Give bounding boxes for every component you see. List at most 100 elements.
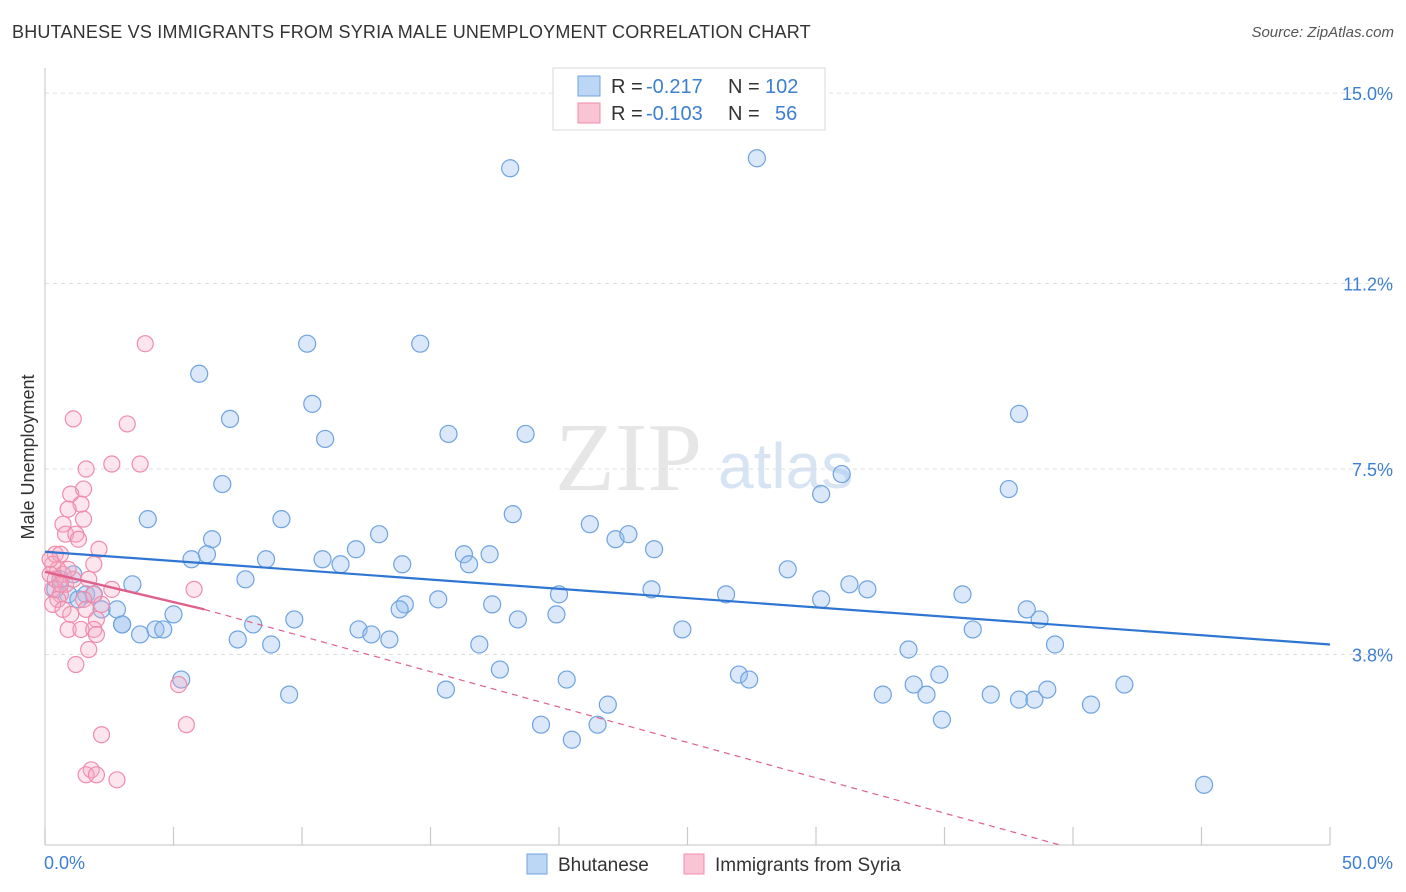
syria-point (54, 515, 72, 533)
bhutanese-point (562, 730, 581, 749)
syria-point (90, 540, 108, 558)
syria-trend-line (44, 570, 205, 611)
bhutanese-point (459, 555, 479, 574)
series-bhutanese (46, 149, 1214, 794)
syria-point (64, 410, 82, 428)
bhutanese-point (138, 510, 157, 529)
bhutanese-point (395, 595, 414, 614)
bhutanese-point (716, 585, 736, 604)
bhutanese-point (313, 550, 332, 569)
bhutanese-point (262, 635, 281, 654)
syria-point (67, 525, 85, 543)
bhutanese-point (298, 334, 317, 353)
watermark-zip: ZIP (555, 404, 702, 512)
bhutanese-point (930, 665, 949, 684)
chart-title: BHUTANESE VS IMMIGRANTS FROM SYRIA MALE … (12, 22, 811, 42)
correlation-legend: R = -0.217 N = 102 R = -0.103 N = 56 (552, 67, 826, 131)
bhutanese-point (508, 610, 527, 629)
series-legend: Bhutanese Immigrants from Syria (526, 853, 901, 876)
bhutanese-point (812, 484, 831, 504)
legend-r-value-2: -0.103 (646, 103, 703, 125)
bhutanese-point (346, 540, 366, 559)
bhutanese-point (1017, 600, 1036, 619)
bhutanese-point (213, 474, 232, 494)
bhutanese-point (953, 585, 972, 604)
bhutanese-point (130, 625, 150, 644)
syria-point (59, 500, 77, 518)
y-tick-label: 3.8% (1352, 646, 1393, 666)
syria-point (170, 675, 188, 694)
syria-point (44, 595, 62, 613)
legend-r-label-2: R = (611, 103, 643, 125)
bhutanese-point (316, 429, 335, 449)
bhutanese-point (272, 510, 291, 529)
bhutanese-point (436, 680, 456, 699)
x-tick-marks (44, 827, 1331, 845)
syria-point (103, 455, 121, 473)
bhutanese-point (439, 424, 458, 444)
legend-n-value-2: 56 (775, 103, 797, 125)
bhutanese-point (1081, 695, 1101, 714)
bhutanese-point (999, 479, 1018, 499)
bhutanese-point (580, 515, 599, 534)
syria-point (108, 771, 126, 789)
bhutanese-point (778, 560, 797, 579)
trend-lines (44, 550, 1331, 846)
syria-point (74, 510, 93, 528)
bhutanese-point (380, 630, 399, 649)
syria-point (185, 580, 203, 598)
bhutanese-point (1045, 635, 1065, 654)
bhutanese-point (642, 580, 661, 599)
bhutanese-point (256, 550, 276, 569)
syria-trend-line-extrapolated (204, 608, 1061, 846)
bhutanese-point (1025, 690, 1044, 709)
syria-point (131, 455, 149, 473)
x-tick-label-min: 0.0% (44, 853, 85, 873)
bhutanese-point (164, 605, 183, 624)
y-tick-labels: 3.8% 7.5% 11.2% 15.0% (1342, 84, 1393, 665)
syria-point (77, 460, 95, 478)
bhutanese-point (370, 525, 389, 544)
bhutanese-point (740, 670, 759, 689)
bhutanese-point (547, 605, 566, 624)
syria-point (87, 766, 106, 784)
syria-point (41, 550, 59, 568)
bhutanese-point (470, 635, 489, 654)
bhutanese-point (202, 530, 222, 549)
watermark: ZIP atlas (555, 404, 853, 512)
bhutanese-point (963, 620, 982, 639)
series-immigrants-from-syria (41, 335, 203, 789)
bhutanese-point (480, 545, 499, 564)
bhutanese-point (154, 620, 173, 639)
legend-r-label-1: R = (611, 76, 643, 98)
x-tick-label-max: 50.0% (1342, 853, 1393, 873)
bhutanese-point (729, 665, 749, 684)
bhutanese-point (501, 159, 520, 178)
watermark-atlas: atlas (718, 430, 853, 502)
bhutanese-point (303, 394, 322, 413)
bhutanese-point (454, 545, 474, 564)
bhutanese-point (503, 505, 522, 524)
legend-n-label-1: N = (728, 76, 760, 98)
syria-point (82, 761, 100, 779)
bhutanese-point (1038, 680, 1057, 699)
bhutanese-point (197, 545, 217, 564)
bhutanese-point (619, 525, 638, 544)
bhutanese-point (483, 595, 502, 614)
bhutanese-point (429, 590, 448, 609)
bhutanese-point (981, 685, 1000, 704)
bhutanese-point (644, 540, 664, 559)
syria-point (85, 620, 103, 639)
bhutanese-point (228, 630, 247, 649)
bhutanese-point (932, 710, 952, 729)
bhutanese-point (873, 685, 892, 704)
bhutanese-point (236, 570, 255, 589)
bhutanese-point (598, 695, 617, 714)
bhutanese-point (904, 675, 923, 694)
bhutanese-point (557, 670, 576, 689)
bhutanese-point (812, 590, 831, 609)
gridlines (45, 92, 1393, 656)
bhutanese-point (1194, 775, 1214, 794)
bhutanese-point (1009, 404, 1029, 423)
